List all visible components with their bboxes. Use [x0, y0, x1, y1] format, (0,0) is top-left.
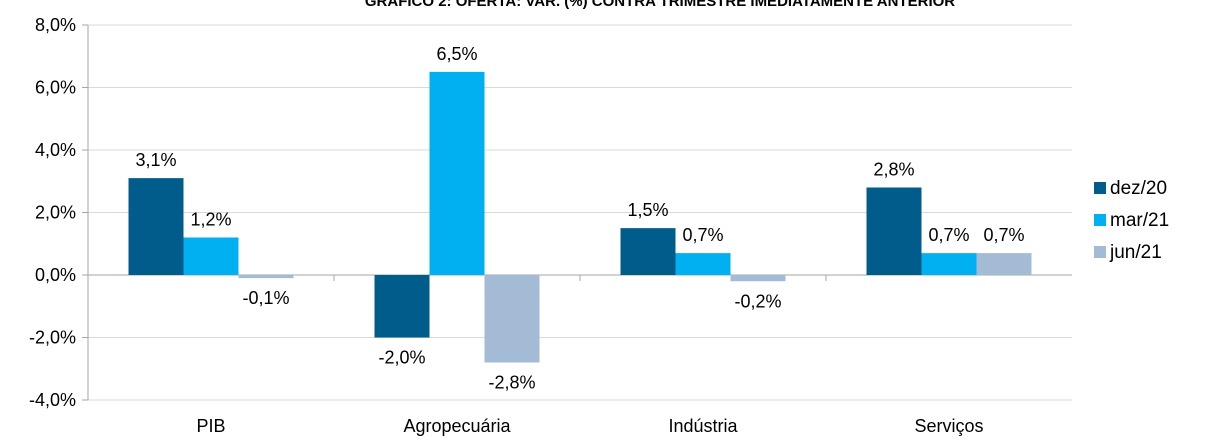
- data-label: 1,2%: [190, 210, 231, 230]
- bar: [374, 275, 430, 338]
- bar: [730, 275, 786, 282]
- bar: [675, 253, 731, 275]
- legend: dez/20 mar/21 jun/21: [1094, 178, 1169, 263]
- y-axis: 8,0% 6,0% 4,0% 2,0% 0,0% -2,0% -4,0%: [29, 15, 89, 410]
- data-label: 0,7%: [928, 225, 969, 245]
- y-tick-label: -2,0%: [29, 328, 76, 348]
- bar: [620, 228, 676, 275]
- bar: [866, 187, 922, 275]
- bar: [128, 178, 184, 275]
- data-label: 2,8%: [873, 160, 914, 180]
- bars: [128, 71, 1032, 363]
- bar: [238, 275, 294, 279]
- y-tick-label: 8,0%: [35, 15, 76, 35]
- legend-swatch: [1094, 246, 1106, 258]
- legend-swatch: [1094, 214, 1106, 226]
- data-label: -0,2%: [734, 291, 781, 311]
- data-label: 3,1%: [135, 150, 176, 170]
- data-label: 0,7%: [682, 225, 723, 245]
- x-tick-label: PIB: [196, 416, 225, 436]
- data-label: -2,0%: [378, 348, 425, 368]
- legend-swatch: [1094, 182, 1106, 194]
- data-labels: 3,1% -2,0% 1,5% 2,8% 1,2% 6,5% 0,7% 0,7% -0,1% -2…: [135, 44, 1024, 393]
- legend-label: dez/20: [1110, 178, 1167, 199]
- data-label: 0,7%: [983, 225, 1024, 245]
- data-label: -0,1%: [242, 288, 289, 308]
- y-tick-label: 6,0%: [35, 78, 76, 98]
- data-label: -2,8%: [488, 373, 535, 393]
- chart-title: GRÁFICO 2: OFERTA: VAR. (%) CONTRA TRIME…: [365, 0, 955, 10]
- bar: [183, 237, 239, 275]
- legend-label: jun/21: [1109, 242, 1162, 263]
- x-axis: PIB Agropecuária Indústria Serviços: [88, 274, 1072, 436]
- y-tick-label: 2,0%: [35, 203, 76, 223]
- y-tick-label: 0,0%: [35, 265, 76, 285]
- bar: [976, 253, 1032, 275]
- x-tick-label: Serviços: [914, 416, 983, 436]
- y-tick-label: 4,0%: [35, 140, 76, 160]
- legend-label: mar/21: [1110, 210, 1169, 231]
- bar: [484, 275, 540, 363]
- x-tick-label: Agropecuária: [403, 416, 511, 436]
- gridlines: [88, 24, 1072, 401]
- y-tick-label: -4,0%: [29, 390, 76, 410]
- x-tick-label: Indústria: [668, 416, 738, 436]
- bar: [921, 253, 977, 275]
- data-label: 6,5%: [436, 44, 477, 64]
- bar: [429, 71, 485, 275]
- data-label: 1,5%: [627, 200, 668, 220]
